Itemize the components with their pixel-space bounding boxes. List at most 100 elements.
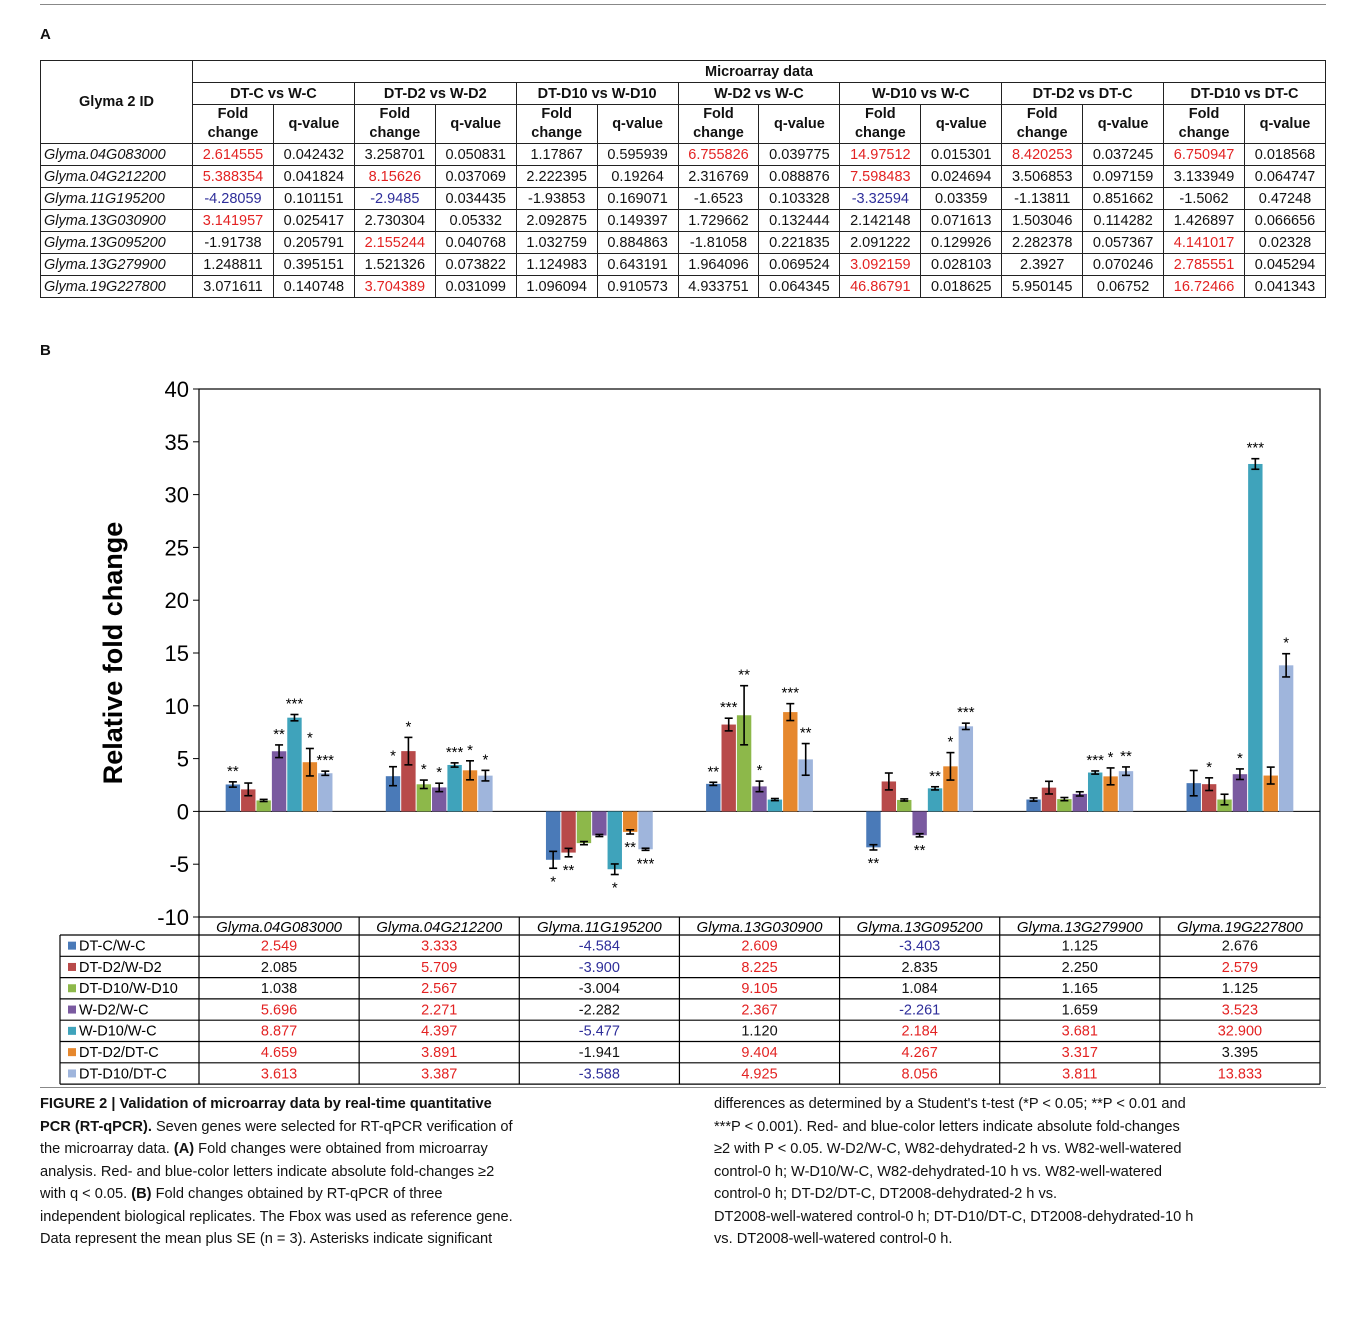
q-value: 0.024694	[920, 165, 1003, 188]
fold-change-value: 1.503046	[1001, 209, 1084, 232]
comparison-header: W-D2 vs W-C	[677, 82, 841, 105]
data-label: 8.225	[741, 960, 777, 976]
fold-change-value: 4.933751	[677, 275, 760, 298]
fold-change-value: 4.141017	[1163, 231, 1245, 254]
data-label: 2.579	[1222, 960, 1258, 976]
q-value: 0.02328	[1243, 231, 1327, 254]
significance-stars: ***	[1086, 752, 1104, 769]
fold-change-value: 2.316769	[677, 165, 760, 188]
table-row: Glyma.13G279900 1.248811 0.395151 1.521326 0…	[40, 253, 1327, 276]
significance-stars: **	[914, 842, 926, 859]
bar	[736, 715, 752, 812]
q-value: 0.015301	[920, 143, 1003, 166]
category-label: Glyma.19G227800	[1177, 919, 1304, 936]
significance-stars: ***	[782, 685, 800, 702]
data-label: 3.523	[1222, 1002, 1258, 1018]
bar	[912, 811, 927, 836]
q-value: 0.149397	[596, 209, 679, 232]
fold-change-value: 3.506853	[1001, 165, 1084, 188]
bar	[897, 799, 912, 812]
caption-text: analysis. Red- and blue-color letters in…	[40, 1163, 495, 1180]
data-label: -3.588	[579, 1066, 620, 1082]
bar	[943, 766, 958, 812]
fold-change-value: 6.755826	[677, 143, 760, 166]
data-label: 4.659	[261, 1045, 297, 1061]
fold-change-header: Fold change	[1001, 104, 1084, 144]
bar	[1232, 774, 1248, 812]
q-value: 0.103328	[758, 187, 841, 210]
data-label: 32.900	[1218, 1024, 1262, 1040]
table-row: Glyma.04G212200 5.388354 0.041824 8.15626 0.…	[40, 165, 1327, 188]
q-value-header: q-value	[758, 104, 841, 144]
gene-id: Glyma.13G279900	[40, 253, 193, 276]
significance-stars: **	[800, 725, 812, 742]
bar	[1186, 783, 1201, 812]
legend-swatch	[68, 962, 76, 971]
bar	[1248, 463, 1263, 812]
significance-stars: *	[390, 748, 396, 765]
data-label: 2.609	[741, 939, 777, 955]
caption-line: vs. DT2008-well-watered control-0 h.	[714, 1231, 953, 1247]
q-value-header: q-value	[596, 104, 679, 144]
fold-change-value: 5.388354	[192, 165, 274, 188]
significance-stars: **	[624, 839, 636, 856]
fold-change-value: 2.730304	[353, 209, 436, 232]
legend-swatch	[68, 1005, 76, 1014]
q-value: 0.47248	[1243, 187, 1327, 210]
caption-text: PCR (RT-qPCR).	[40, 1118, 152, 1135]
data-label: 8.056	[901, 1066, 937, 1082]
bar	[607, 811, 622, 870]
fold-change-value: -1.5062	[1163, 187, 1245, 210]
legend-swatch	[68, 1048, 76, 1057]
bar	[401, 751, 416, 812]
q-value: 0.057367	[1082, 231, 1165, 254]
q-value: 0.042432	[272, 143, 355, 166]
gene-id: Glyma.19G227800	[40, 275, 193, 298]
caption-left-column: FIGURE 2 | Validation of microarray data…	[40, 1093, 652, 1251]
caption-text: Fold changes were obtained from microarr…	[194, 1141, 488, 1157]
data-label: -4.584	[579, 939, 620, 955]
comparison-header: DT-D2 vs W-D2	[353, 82, 517, 105]
significance-stars: ***	[637, 855, 655, 872]
y-tick-label: -5	[169, 852, 189, 877]
bar	[478, 775, 493, 812]
q-value: 0.039775	[758, 143, 841, 166]
bar	[1057, 799, 1072, 812]
fold-change-value: 2.282378	[1001, 231, 1084, 254]
table-row: Glyma.11G195200 -4.28059 0.101151 -2.9485 0.…	[40, 187, 1327, 210]
data-label: 2.184	[901, 1024, 937, 1040]
data-label: 5.709	[421, 960, 457, 976]
y-tick-label: 35	[165, 430, 189, 455]
significance-stars: *	[405, 718, 411, 735]
legend-swatch	[68, 1026, 76, 1035]
significance-stars: ***	[446, 744, 464, 761]
q-value: 0.205791	[272, 231, 355, 254]
legend-series-name: W-D2/W-C	[79, 1002, 149, 1018]
y-tick-label: 15	[165, 641, 189, 666]
microarray-table: Glyma 2 ID Microarray data DT-C vs W-C DT-D…	[40, 60, 1327, 298]
figure-caption: FIGURE 2 | Validation of microarray data…	[40, 1093, 1326, 1251]
data-label: 2.835	[901, 960, 937, 976]
fold-change-value: 1.124983	[515, 253, 598, 276]
significance-stars: *	[467, 742, 473, 759]
data-label: 3.613	[261, 1066, 297, 1082]
gene-id: Glyma.13G095200	[40, 231, 193, 254]
comparison-header: DT-D2 vs DT-C	[1001, 82, 1165, 105]
q-value: 0.040768	[434, 231, 517, 254]
comparison-header: DT-D10 vs W-D10	[515, 82, 679, 105]
category-label: Glyma.13G279900	[1017, 919, 1144, 936]
data-label: -3.004	[579, 981, 620, 997]
caption-text: Fold changes obtained by RT-qPCR of thre…	[151, 1186, 443, 1202]
significance-stars: **	[563, 862, 575, 879]
bar	[767, 799, 783, 812]
bar	[866, 811, 881, 848]
category-label: Glyma.04G083000	[216, 919, 343, 936]
bar	[447, 764, 462, 812]
data-label: 8.877	[261, 1024, 297, 1040]
data-label: -3.900	[579, 960, 620, 976]
fold-change-header: Fold change	[839, 104, 922, 144]
bar	[927, 788, 943, 812]
caption-text: with q < 0.05.	[40, 1186, 132, 1202]
data-label: 2.250	[1062, 960, 1098, 976]
q-value: 0.018568	[1243, 143, 1327, 166]
